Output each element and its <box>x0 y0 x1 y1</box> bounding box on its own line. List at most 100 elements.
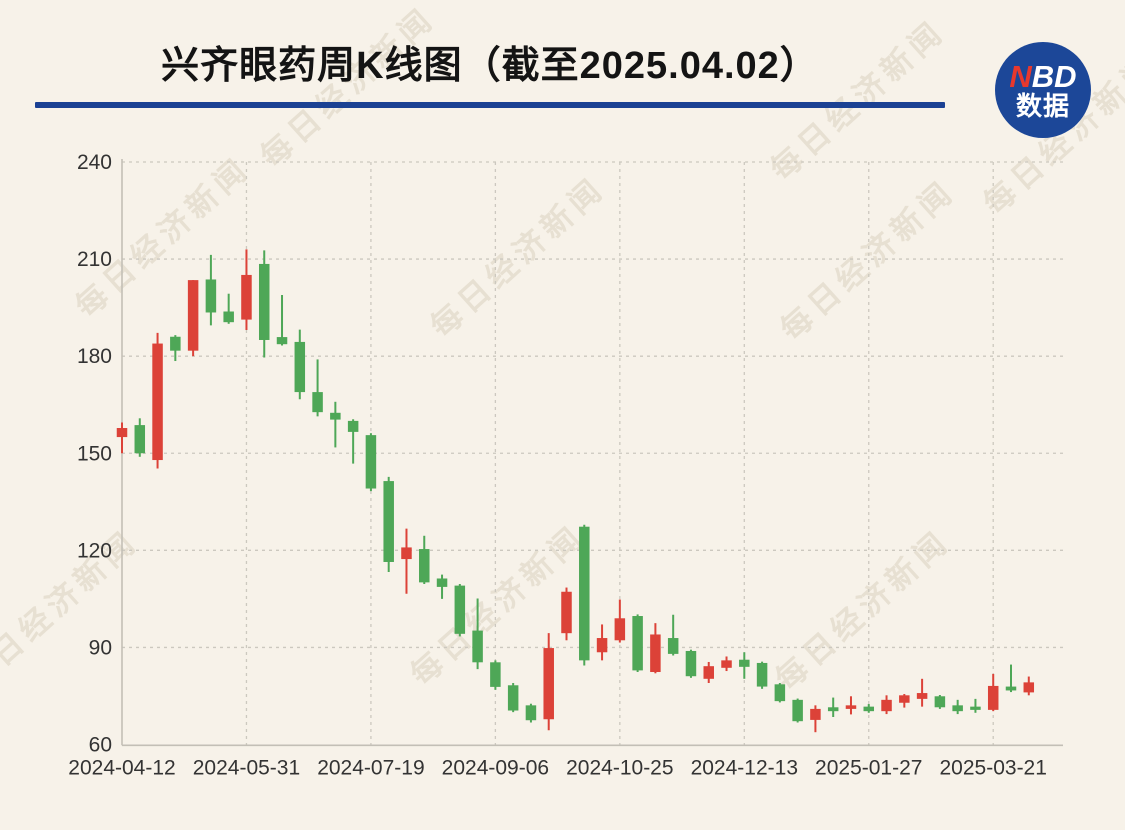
candle <box>330 401 341 448</box>
candle-body <box>1005 686 1017 691</box>
candle-body <box>596 638 608 653</box>
candle <box>916 678 928 707</box>
candle <box>792 698 803 723</box>
candle <box>614 599 626 643</box>
candle-body <box>134 425 146 454</box>
chart-header: 兴齐眼药周K线图（截至2025.04.02） <box>35 0 945 108</box>
candle-body <box>881 699 892 712</box>
candle <box>258 250 270 358</box>
logo-cn-text: 数据 <box>1015 90 1070 121</box>
y-axis-tick-label: 90 <box>89 636 112 659</box>
candle-body <box>685 650 697 677</box>
candle-body <box>383 481 394 562</box>
candle <box>632 614 643 673</box>
candle-body <box>650 634 661 673</box>
candle <box>312 359 323 417</box>
candle <box>1023 676 1035 696</box>
candle-body <box>276 337 288 345</box>
candle <box>721 656 732 672</box>
candle <box>650 623 661 674</box>
candle-body <box>756 662 768 687</box>
x-axis-tick-label: 2024-12-13 <box>691 757 798 780</box>
x-axis-tick-label: 2024-10-25 <box>566 757 673 780</box>
candle <box>276 295 288 346</box>
candle-body <box>934 696 946 708</box>
candle <box>525 703 537 723</box>
candle <box>294 329 306 400</box>
candle-body <box>970 706 981 710</box>
candle <box>1005 664 1017 693</box>
candle <box>952 699 963 715</box>
candle-body <box>365 435 377 489</box>
candle-body <box>330 412 341 420</box>
candle-body <box>863 706 875 712</box>
candle <box>187 280 199 357</box>
candle-body <box>525 705 537 721</box>
candle-body <box>667 638 679 654</box>
candle-body <box>739 659 750 667</box>
candle <box>152 332 163 469</box>
candle-body <box>952 705 963 712</box>
candle-body <box>454 585 466 634</box>
candle-body <box>436 578 448 587</box>
x-axis-tick-label: 2024-04-12 <box>68 757 175 780</box>
x-axis-tick-label: 2024-05-31 <box>193 757 300 780</box>
y-axis-tick-label: 210 <box>77 248 112 271</box>
candle <box>827 697 839 717</box>
candle-body <box>987 685 999 710</box>
candle <box>703 661 714 684</box>
candle-body <box>721 660 732 668</box>
candle <box>881 695 892 715</box>
candle-body <box>419 549 430 583</box>
candle <box>810 705 821 733</box>
candle <box>134 418 146 457</box>
page-title: 兴齐眼药周K线图（截至2025.04.02） <box>161 45 819 87</box>
candle <box>454 583 466 637</box>
candle <box>419 535 430 584</box>
candle-body <box>241 274 252 320</box>
candle <box>507 683 519 713</box>
candle <box>383 476 394 573</box>
watermark-text: 每日经济新闻 <box>769 523 957 698</box>
x-axis-tick-label: 2025-01-27 <box>815 757 922 780</box>
y-axis-tick-label: 240 <box>77 151 112 174</box>
candle <box>490 660 501 690</box>
candle <box>205 254 217 326</box>
y-axis-tick-label: 120 <box>77 539 112 562</box>
candle <box>970 698 981 713</box>
candle-body <box>490 662 501 687</box>
candle-body <box>205 279 217 313</box>
candle <box>347 419 359 464</box>
candle <box>863 704 875 713</box>
candle <box>472 598 483 670</box>
candle <box>596 624 608 661</box>
candle-body <box>116 428 128 438</box>
candle <box>667 614 679 656</box>
candle <box>116 422 128 454</box>
candle-body <box>579 526 590 661</box>
candle <box>579 524 590 666</box>
candle <box>739 652 750 679</box>
x-axis-tick-label: 2024-07-19 <box>317 757 424 780</box>
candle-body <box>561 591 572 634</box>
candle-body <box>703 666 714 679</box>
candle-body <box>223 311 234 323</box>
candle <box>845 696 857 715</box>
candle <box>401 528 412 594</box>
candle-body <box>170 336 181 351</box>
watermark-text: 每日经济新闻 <box>0 523 145 698</box>
candle-body <box>312 392 323 413</box>
logo-nbd-text: NBD <box>1009 61 1076 93</box>
candle-body <box>774 684 786 702</box>
candle <box>987 673 999 712</box>
candle <box>543 633 554 731</box>
candle-body <box>899 695 910 703</box>
candle <box>756 661 768 689</box>
y-axis-tick-label: 60 <box>89 734 112 757</box>
title-underline <box>35 102 945 108</box>
nbd-data-logo: NBD 数据 <box>995 42 1091 138</box>
candle-body <box>810 708 821 720</box>
logo-n-letter: N <box>1009 58 1032 94</box>
candle-body <box>827 707 839 712</box>
candle-body <box>614 618 626 641</box>
